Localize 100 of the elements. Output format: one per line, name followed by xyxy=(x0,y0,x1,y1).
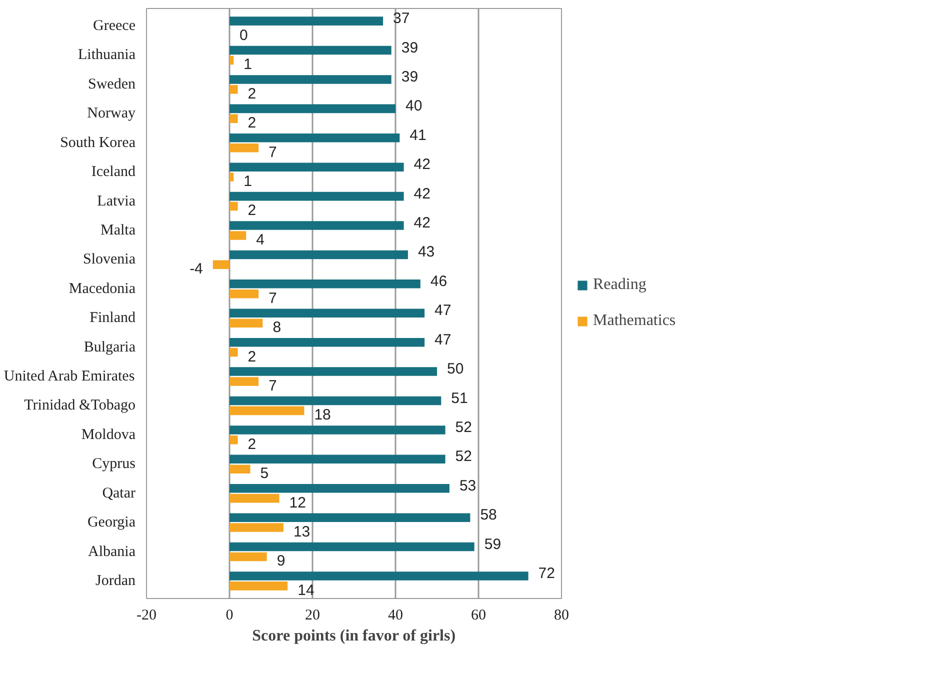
y-tick-label: Lithuania xyxy=(78,47,136,64)
data-label: 43 xyxy=(418,244,435,261)
bar xyxy=(230,338,425,347)
bar xyxy=(230,454,446,464)
data-label: 7 xyxy=(268,290,277,307)
bar xyxy=(230,308,425,318)
data-label: 41 xyxy=(410,126,426,144)
bar xyxy=(230,318,263,328)
data-label: 2 xyxy=(248,202,256,220)
bar xyxy=(230,143,259,152)
bar xyxy=(212,260,230,270)
data-label: 2 xyxy=(248,436,256,453)
data-label: 40 xyxy=(406,98,422,115)
y-tick-label: Trinidad &Tobago xyxy=(24,398,136,414)
bar xyxy=(230,231,246,240)
bar xyxy=(230,436,238,444)
data-label: 42 xyxy=(414,156,430,174)
bar xyxy=(230,221,404,230)
y-tick-label: Bulgaria xyxy=(84,339,136,356)
y-tick-label: Finland xyxy=(90,310,136,326)
data-label: 13 xyxy=(293,524,310,541)
y-tick-label: Qatar xyxy=(102,485,136,502)
data-label: 47 xyxy=(434,331,452,348)
y-tick-label: Malta xyxy=(100,222,136,238)
data-label: 53 xyxy=(459,477,476,494)
data-label: 52 xyxy=(455,448,472,466)
bar xyxy=(230,16,384,26)
bar xyxy=(230,202,238,211)
data-label: 18 xyxy=(314,406,331,424)
data-label: 50 xyxy=(447,360,464,378)
y-tick-label: Iceland xyxy=(91,164,136,180)
x-tick-label: 60 xyxy=(471,608,486,624)
data-label: 42 xyxy=(414,185,430,202)
bar xyxy=(230,172,234,182)
y-tick-label: United Arab Emirates xyxy=(4,368,135,385)
bar xyxy=(230,367,437,376)
bar xyxy=(230,426,446,434)
legend-label: Reading xyxy=(593,276,646,294)
data-label: 47 xyxy=(434,302,452,320)
data-label: 8 xyxy=(272,319,282,336)
x-tick-label: 0 xyxy=(226,608,234,624)
data-label: 72 xyxy=(538,565,555,582)
bar xyxy=(230,192,404,201)
x-axis-title: Score points (in favor of girls) xyxy=(252,628,456,644)
y-tick-label: Jordan xyxy=(96,572,136,589)
x-tick-label: 40 xyxy=(388,608,403,624)
bar xyxy=(230,162,404,172)
bar xyxy=(230,484,450,493)
data-label: 2 xyxy=(248,348,256,366)
data-label: 52 xyxy=(455,418,472,436)
bar xyxy=(230,75,392,84)
y-tick-label: Albania xyxy=(88,544,136,560)
data-label: 7 xyxy=(268,144,277,161)
data-label: 51 xyxy=(451,390,468,407)
bar xyxy=(230,406,304,416)
data-label: 37 xyxy=(393,10,410,28)
bar xyxy=(230,582,288,590)
data-label: 7 xyxy=(268,377,277,394)
bar xyxy=(230,56,234,65)
x-tick-label: 20 xyxy=(305,608,320,624)
bar xyxy=(230,494,280,503)
bar xyxy=(230,377,259,386)
y-tick-label: Georgia xyxy=(87,514,136,531)
data-label: 2 xyxy=(248,114,256,132)
data-label: 14 xyxy=(298,582,314,599)
bar xyxy=(230,513,470,522)
bar xyxy=(230,348,238,357)
bar xyxy=(230,523,284,532)
bar xyxy=(230,250,408,260)
data-label: 59 xyxy=(484,536,502,553)
data-label: 58 xyxy=(480,506,497,524)
data-label: 0 xyxy=(240,26,248,44)
x-tick-label: -20 xyxy=(136,608,156,624)
data-label: 5 xyxy=(260,465,269,482)
y-tick-label: Latvia xyxy=(97,193,136,210)
y-tick-label: Cyprus xyxy=(92,456,136,472)
bar xyxy=(230,552,267,562)
bar xyxy=(230,104,396,114)
x-tick-label: 80 xyxy=(554,608,569,624)
data-label: -4 xyxy=(190,260,203,278)
y-tick-label: Moldova xyxy=(81,426,136,443)
data-label: 9 xyxy=(276,552,286,570)
data-label: 12 xyxy=(289,494,306,512)
y-tick-label: South Korea xyxy=(60,134,136,151)
data-label: 42 xyxy=(414,214,430,232)
legend-label: Mathematics xyxy=(593,312,676,330)
data-label: 1 xyxy=(244,56,252,74)
y-tick-label: Greece xyxy=(93,18,136,34)
bar xyxy=(230,572,528,580)
bar xyxy=(230,289,259,298)
bar xyxy=(230,542,474,552)
bar xyxy=(230,46,392,55)
bar xyxy=(230,134,400,142)
data-label: 39 xyxy=(401,39,418,56)
data-label: 2 xyxy=(248,85,256,102)
bar xyxy=(230,280,420,288)
data-label: 4 xyxy=(256,231,264,248)
data-label: 1 xyxy=(244,173,252,190)
bar xyxy=(230,114,238,123)
y-tick-label: Norway xyxy=(87,106,136,122)
